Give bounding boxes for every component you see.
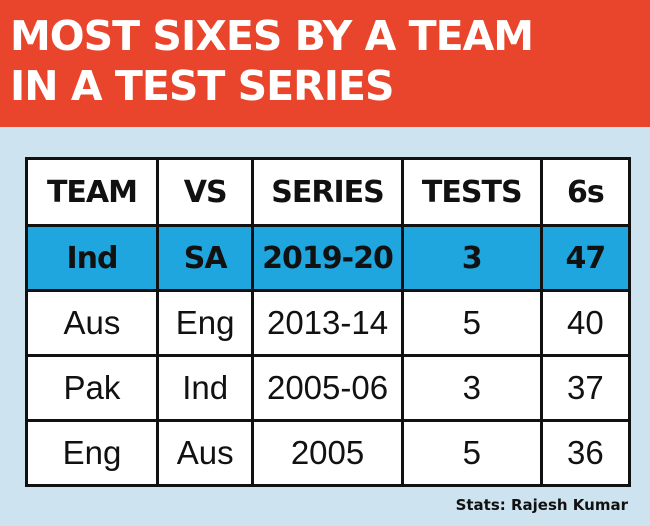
cell-tests: 3: [400, 354, 543, 422]
cell-vs: Aus: [155, 419, 255, 487]
title-line-2: IN A TEST SERIES: [10, 62, 394, 110]
header-series: SERIES: [251, 157, 404, 227]
cell-sixes: 36: [539, 419, 632, 487]
cell-team: Aus: [25, 289, 159, 357]
cell-sixes: 37: [539, 354, 632, 422]
table-panel: TEAM VS SERIES TESTS 6s Ind SA 2019-20 3…: [0, 127, 650, 526]
title-banner: MOST SIXES BY A TEAM IN A TEST SERIES: [0, 0, 650, 127]
cell-series: 2005: [251, 419, 404, 487]
source-credit: Stats: Rajesh Kumar: [455, 496, 628, 514]
cell-tests: 5: [400, 289, 543, 357]
sixes-table: TEAM VS SERIES TESTS 6s Ind SA 2019-20 3…: [25, 157, 632, 487]
table-row: Ind SA 2019-20 3 47: [25, 224, 632, 292]
table-header-row: TEAM VS SERIES TESTS 6s: [25, 157, 632, 227]
header-vs: VS: [155, 157, 255, 227]
table-row: Eng Aus 2005 5 36: [25, 419, 632, 487]
cell-tests: 3: [400, 224, 543, 292]
header-tests: TESTS: [400, 157, 543, 227]
cell-series: 2005-06: [251, 354, 404, 422]
header-sixes: 6s: [539, 157, 632, 227]
cell-sixes: 40: [539, 289, 632, 357]
header-team: TEAM: [25, 157, 159, 227]
cell-series: 2013-14: [251, 289, 404, 357]
cell-vs: SA: [155, 224, 255, 292]
cell-vs: Eng: [155, 289, 255, 357]
cell-sixes: 47: [539, 224, 632, 292]
cell-team: Eng: [25, 419, 159, 487]
table-row: Aus Eng 2013-14 5 40: [25, 289, 632, 357]
cell-team: Pak: [25, 354, 159, 422]
cell-team: Ind: [25, 224, 159, 292]
title-line-1: MOST SIXES BY A TEAM: [10, 12, 534, 60]
cell-vs: Ind: [155, 354, 255, 422]
table-row: Pak Ind 2005-06 3 37: [25, 354, 632, 422]
cell-series: 2019-20: [251, 224, 404, 292]
cell-tests: 5: [400, 419, 543, 487]
